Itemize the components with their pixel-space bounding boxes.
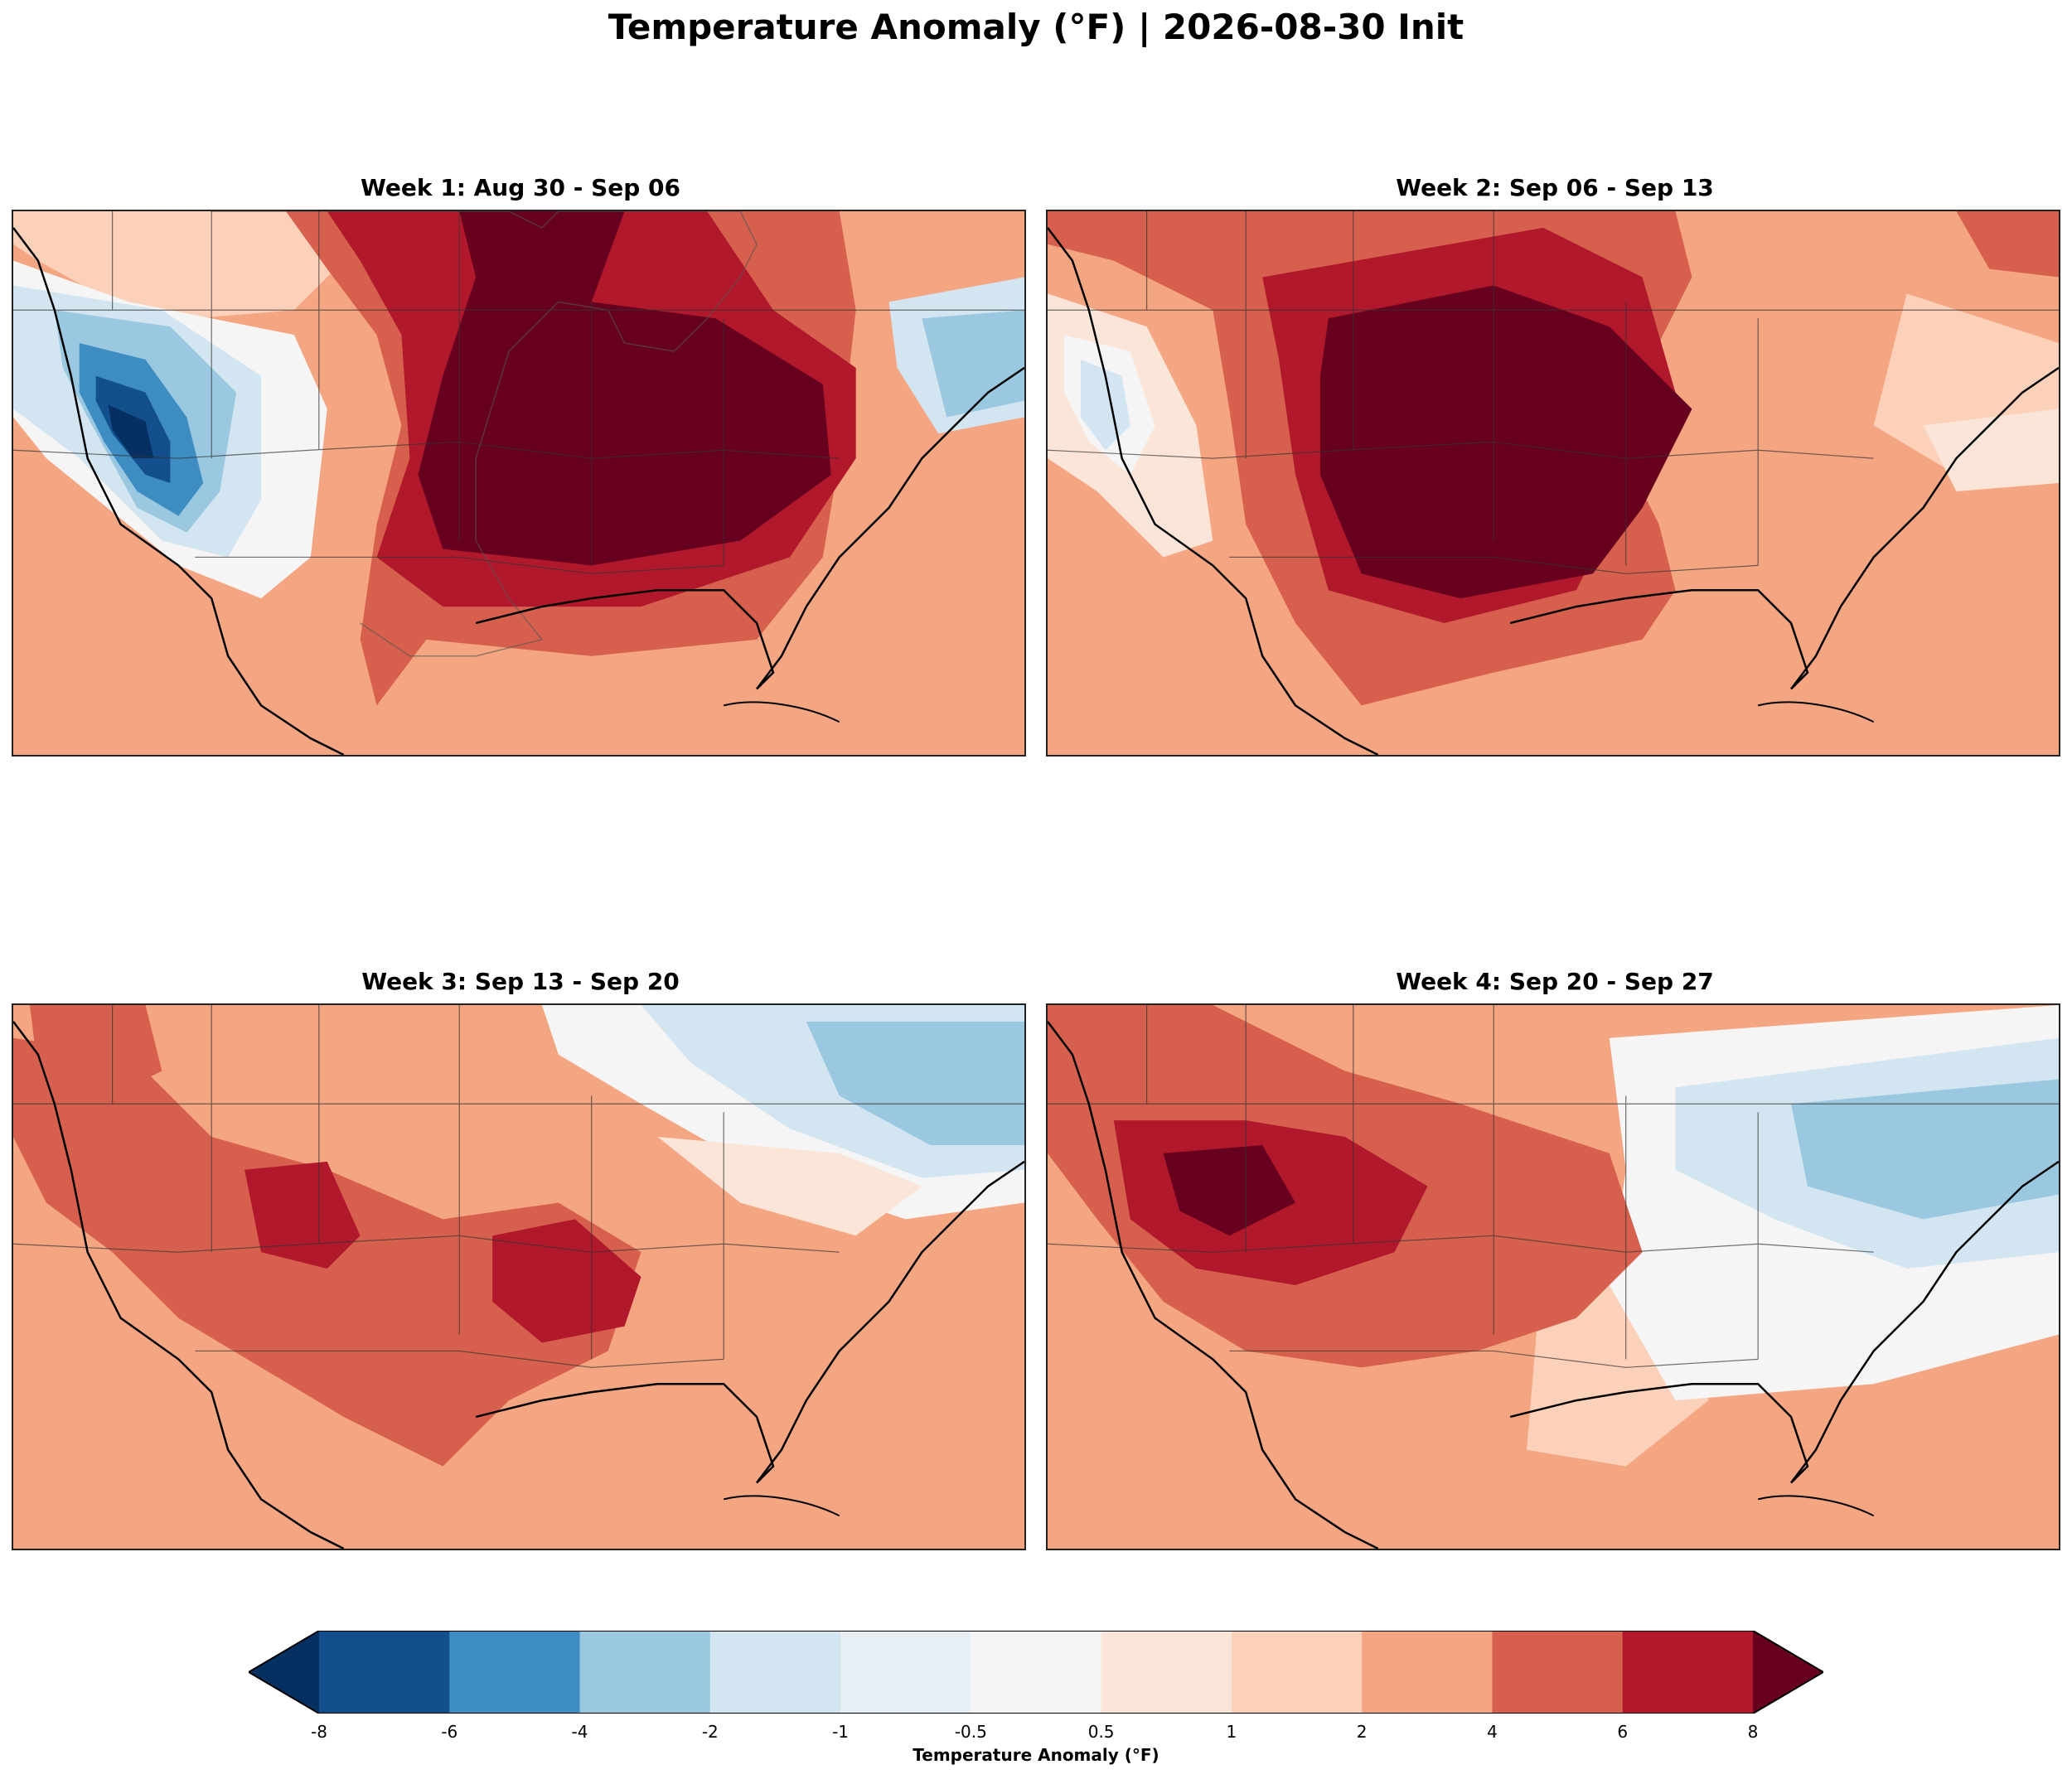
colorbar-tick-label: -4 — [571, 1722, 588, 1742]
colorbar-tick-label: -8 — [311, 1722, 327, 1742]
panel-title-week-3: Week 3: Sep 13 - Sep 20 — [361, 968, 680, 995]
colorbar-tick-label: 1 — [1226, 1722, 1237, 1742]
colorbar-bin — [1362, 1631, 1493, 1714]
colorbar-label: Temperature Anomaly (°F) — [913, 1745, 1159, 1765]
colorbar — [249, 1631, 1823, 1714]
map-week-2 — [1046, 210, 2060, 757]
colorbar-extend-high — [1753, 1631, 1823, 1714]
colorbar-extend-low — [249, 1631, 319, 1714]
colorbar-bin — [319, 1631, 450, 1714]
colorbar-tick-label: 0.5 — [1087, 1722, 1115, 1742]
map-week-3 — [12, 1003, 1026, 1550]
colorbar-bin — [449, 1631, 581, 1714]
colorbar-bin — [840, 1631, 971, 1714]
panel-title-week-2: Week 2: Sep 06 - Sep 13 — [1396, 174, 1714, 201]
colorbar-bin — [1622, 1631, 1754, 1714]
colorbar-bin — [1101, 1631, 1232, 1714]
colorbar-tick-label: 8 — [1747, 1722, 1759, 1742]
panel-title-week-4: Week 4: Sep 20 - Sep 27 — [1396, 968, 1714, 995]
colorbar-tick-label: 6 — [1617, 1722, 1629, 1742]
panel-title-week-1: Week 1: Aug 30 - Sep 06 — [360, 174, 681, 201]
map-week-4 — [1046, 1003, 2060, 1550]
colorbar-bin — [1231, 1631, 1363, 1714]
colorbar-bin — [971, 1631, 1102, 1714]
colorbar-tick-label: -2 — [701, 1722, 719, 1742]
colorbar-bin — [709, 1631, 841, 1714]
colorbar-bin — [579, 1631, 711, 1714]
colorbar-tick-label: -0.5 — [954, 1722, 987, 1742]
colorbar-tick-label: -1 — [832, 1722, 850, 1742]
map-week-1 — [12, 210, 1026, 757]
colorbar-tick-label: 4 — [1487, 1722, 1498, 1742]
figure-title: Temperature Anomaly (°F) | 2026-08-30 In… — [608, 7, 1464, 47]
colorbar-bin — [1492, 1631, 1624, 1714]
colorbar-tick-label: -6 — [441, 1722, 458, 1742]
colorbar-tick-label: 2 — [1356, 1722, 1368, 1742]
